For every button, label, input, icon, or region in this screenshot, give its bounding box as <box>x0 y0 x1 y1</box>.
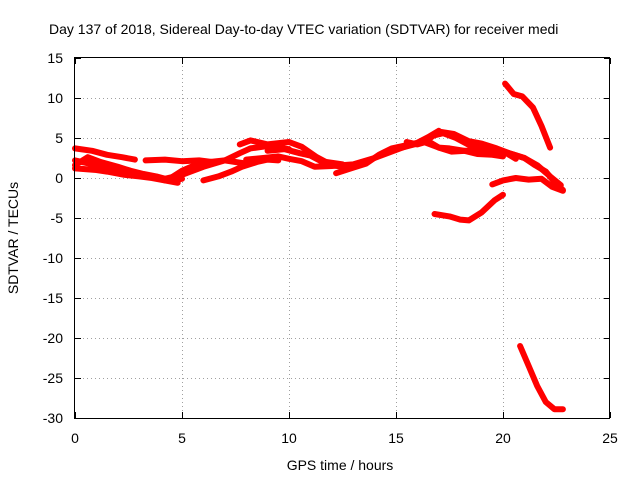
chart-title: Day 137 of 2018, Sidereal Day-to-day VTE… <box>49 21 558 37</box>
series-line-track-20 <box>517 343 566 413</box>
y-tick-label: -10 <box>43 250 63 266</box>
series-line-track-11 <box>264 146 346 168</box>
y-tick-label: 5 <box>55 130 63 146</box>
y-tick-label: 0 <box>55 170 63 186</box>
series-group <box>72 80 566 413</box>
y-tick-label: -25 <box>43 370 63 386</box>
y-tick-labels: 15 10 5 0 -5 -10 -15 -20 -25 -30 <box>43 50 63 426</box>
x-tick-labels: 0 5 10 15 20 25 <box>71 430 618 446</box>
y-tick-label: 10 <box>47 90 63 106</box>
x-tick-label: 10 <box>281 430 297 446</box>
series-line-track-19 <box>502 80 554 151</box>
x-axis-title: GPS time / hours <box>287 457 394 473</box>
series-line-track-4 <box>72 165 168 184</box>
y-tick-label: -20 <box>43 330 63 346</box>
x-tick-label: 25 <box>602 430 618 446</box>
plot-frame <box>74 57 610 419</box>
series-line-track-1 <box>72 145 138 163</box>
ticks <box>75 58 611 419</box>
series-line-track-18 <box>489 175 566 194</box>
series-line-track-16 <box>423 128 564 189</box>
y-axis-title: SDTVAR / TECUs <box>5 182 21 294</box>
series-line-track-17 <box>431 191 506 224</box>
y-tick-label: -30 <box>43 410 63 426</box>
x-tick-label: 15 <box>388 430 404 446</box>
x-tick-label: 0 <box>71 430 79 446</box>
x-tick-label: 5 <box>178 430 186 446</box>
y-tick-label: 15 <box>47 50 63 66</box>
y-tick-label: -5 <box>51 210 64 226</box>
x-tick-label: 20 <box>495 430 511 446</box>
grid <box>75 58 610 418</box>
y-tick-label: -15 <box>43 290 63 306</box>
